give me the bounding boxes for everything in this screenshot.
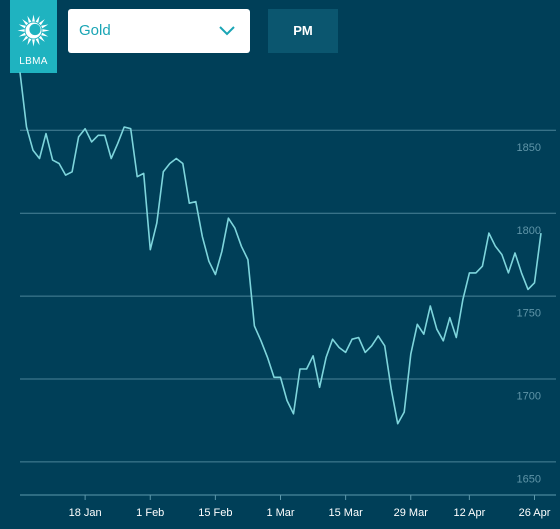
x-tick-label: 15 Feb <box>198 507 232 519</box>
y-tick-label: 1850 <box>517 142 541 154</box>
logo-text: LBMA <box>19 56 48 67</box>
y-tick-label: 1800 <box>517 225 541 237</box>
x-tick-label: 12 Apr <box>453 507 485 519</box>
x-tick-label: 15 Mar <box>329 507 364 519</box>
chevron-down-icon <box>219 26 235 36</box>
x-tick-label: 1 Feb <box>136 507 164 519</box>
price-series-line <box>19 72 542 425</box>
y-tick-label: 1650 <box>517 473 541 485</box>
x-tick-label: 18 Jan <box>69 507 102 519</box>
y-tick-label: 1750 <box>517 308 541 320</box>
sun-icon <box>17 14 50 47</box>
y-tick-label: 1700 <box>517 391 541 403</box>
metal-select-value: Gold <box>79 22 111 39</box>
x-tick-label: 1 Mar <box>266 507 294 519</box>
pm-button[interactable]: PM <box>268 9 338 53</box>
lbma-logo[interactable]: LBMA <box>10 0 57 73</box>
x-tick-label: 29 Mar <box>394 507 429 519</box>
x-tick-label: 26 Apr <box>519 507 551 519</box>
metal-select[interactable]: Gold <box>68 9 250 53</box>
